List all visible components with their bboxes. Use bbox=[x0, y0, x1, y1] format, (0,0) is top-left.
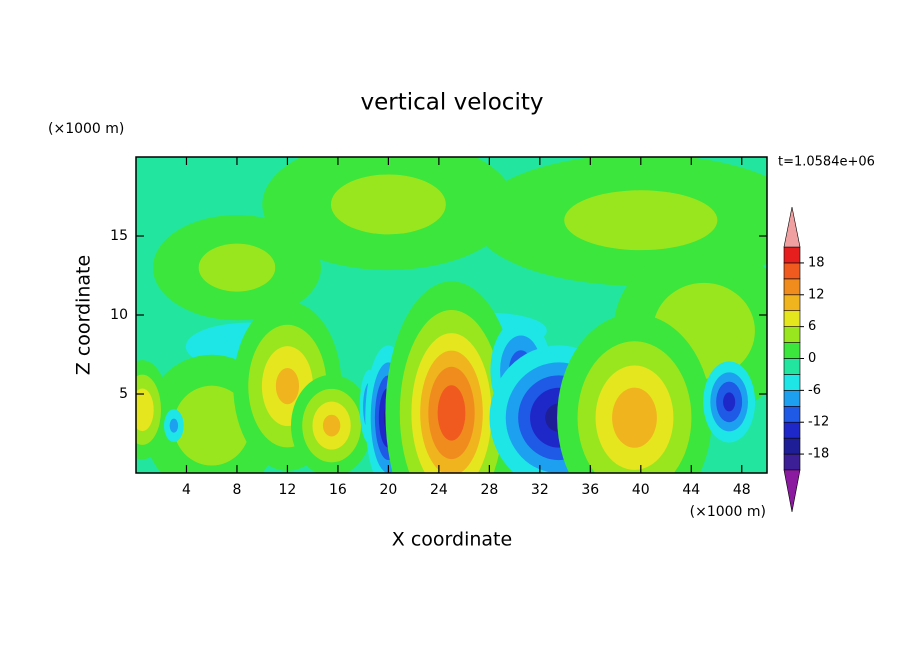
colorbar-box bbox=[783, 246, 801, 264]
x-tick-label: 8 bbox=[232, 482, 241, 498]
contour-region bbox=[723, 392, 736, 412]
x-tick-label: 40 bbox=[632, 482, 650, 498]
colorbar-box bbox=[783, 358, 801, 375]
y-tick-label: 10 bbox=[110, 307, 128, 323]
contour-region bbox=[564, 190, 718, 251]
x-tick-label: 20 bbox=[379, 482, 397, 498]
y-axis-label: Z coordinate bbox=[73, 255, 95, 375]
colorbar-box bbox=[783, 374, 801, 391]
contour-region bbox=[136, 388, 154, 432]
colorbar-box bbox=[783, 390, 801, 407]
x-tick-label: 48 bbox=[733, 482, 751, 498]
contour-region bbox=[173, 385, 250, 466]
colorbar: -18 -12 -6 0 6 12 18 bbox=[783, 206, 829, 513]
colorbar-tick-label: 12 bbox=[808, 287, 825, 302]
contour-field bbox=[136, 157, 767, 473]
colorbar-tick-label: -6 bbox=[808, 383, 821, 398]
colorbar-box bbox=[783, 326, 801, 343]
colorbar-tick-label: -12 bbox=[808, 415, 829, 430]
colorbar-extend-high bbox=[783, 206, 801, 248]
x-tick-label: 28 bbox=[480, 482, 498, 498]
colorbar-tick-label: 6 bbox=[808, 319, 816, 334]
colorbar-box bbox=[783, 405, 801, 423]
contour-region bbox=[322, 414, 341, 437]
colorbar-box bbox=[783, 278, 801, 296]
x-tick-label: 24 bbox=[430, 482, 448, 498]
contour-region bbox=[198, 243, 276, 292]
colorbar-tick-label: 18 bbox=[808, 255, 825, 270]
contour-region bbox=[330, 174, 446, 235]
contour-region bbox=[437, 385, 466, 441]
x-axis-label: X coordinate bbox=[392, 529, 512, 551]
x-tick-label: 36 bbox=[581, 482, 599, 498]
x-unit: (×1000 m) bbox=[690, 504, 766, 520]
y-unit: (×1000 m) bbox=[48, 121, 124, 137]
x-tick-label: 32 bbox=[531, 482, 549, 498]
x-tick-label: 12 bbox=[279, 482, 297, 498]
contour-region bbox=[275, 367, 300, 405]
contour-region bbox=[169, 418, 179, 433]
colorbar-box bbox=[783, 437, 801, 455]
colorbar-box bbox=[783, 310, 801, 327]
colorbar-box bbox=[783, 294, 801, 312]
y-tick-label: 15 bbox=[110, 228, 128, 244]
colorbar-box bbox=[783, 262, 801, 280]
x-tick-label: 44 bbox=[682, 482, 700, 498]
colorbar-box bbox=[783, 453, 801, 471]
x-tick-label: 4 bbox=[182, 482, 191, 498]
contour-region bbox=[612, 387, 657, 448]
colorbar-tick-label: 0 bbox=[808, 351, 816, 366]
colorbar-box bbox=[783, 342, 801, 359]
colorbar-extend-low bbox=[783, 469, 801, 513]
colorbar-box bbox=[783, 421, 801, 439]
y-tick-label: 5 bbox=[119, 386, 128, 402]
chart-title: vertical velocity bbox=[361, 90, 544, 116]
colorbar-tick-label: -18 bbox=[808, 447, 829, 462]
annotation: t=1.0584e+06 bbox=[778, 155, 875, 170]
x-tick-label: 16 bbox=[329, 482, 347, 498]
